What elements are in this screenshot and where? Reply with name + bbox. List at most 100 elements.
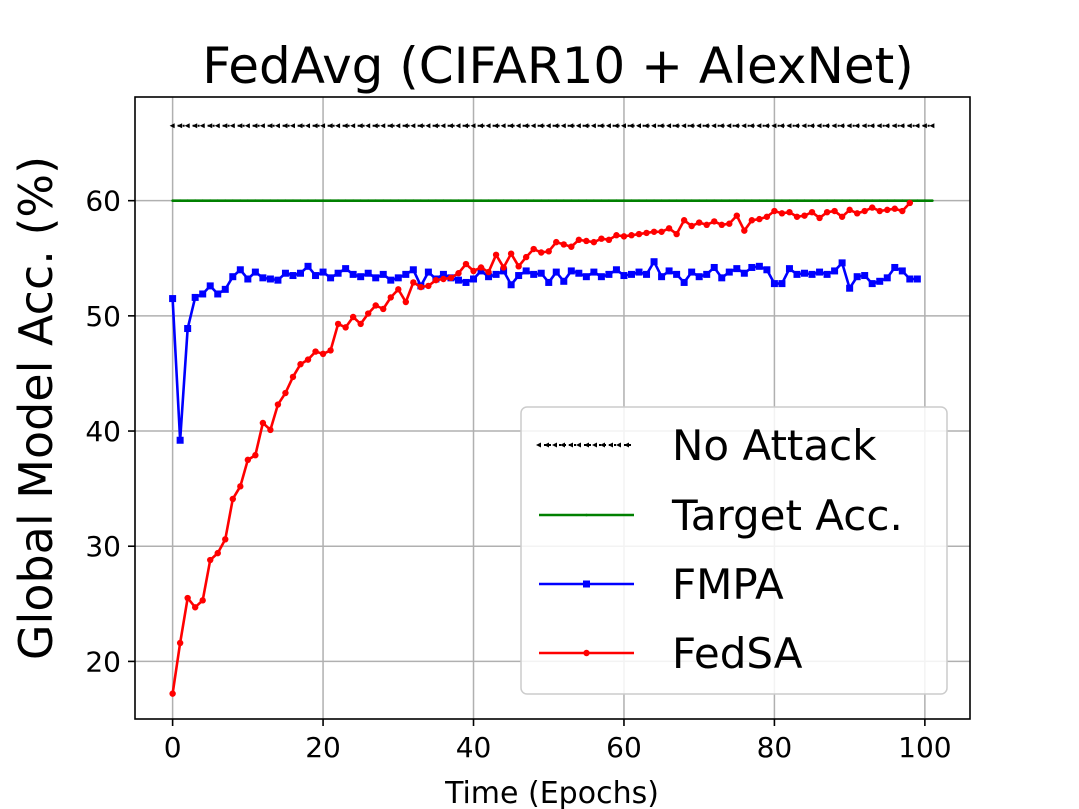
data-point-fedsa — [462, 260, 470, 268]
data-point-fedsa — [191, 604, 199, 611]
data-point-no-attack — [921, 123, 927, 129]
legend: No Attack Target Acc. FMPA FedSA — [520, 406, 948, 695]
data-point-no-attack — [831, 123, 837, 129]
data-point-no-attack — [478, 123, 484, 129]
data-point-target-acc — [765, 199, 769, 202]
data-point-target-acc — [472, 199, 475, 202]
data-point-fedsa — [793, 213, 801, 220]
data-point-fmpa — [259, 274, 267, 282]
data-point-no-attack — [854, 123, 860, 129]
data-point-no-attack — [748, 123, 754, 129]
data-point-fedsa — [575, 236, 583, 244]
series-no-attack — [169, 123, 935, 129]
data-point-fedsa — [726, 220, 733, 227]
legend-box — [520, 406, 948, 695]
data-point-fedsa — [214, 549, 221, 557]
x-tick-label: 80 — [757, 731, 793, 764]
tick-layer: 0 20 40 60 80 100 20 30 40 50 60 — [85, 185, 951, 764]
x-tick-label: 100 — [898, 731, 951, 764]
legend-marker-no-attack — [560, 442, 565, 448]
data-point-target-acc — [615, 199, 618, 202]
data-point-no-attack — [763, 123, 769, 129]
data-point-fmpa — [522, 267, 530, 275]
data-point-no-attack — [568, 123, 574, 129]
data-point-fedsa — [395, 286, 402, 293]
data-point-no-attack — [530, 123, 536, 129]
data-point-target-acc — [840, 199, 844, 202]
data-point-no-attack — [462, 123, 468, 129]
data-point-target-acc — [314, 199, 317, 202]
data-point-target-acc — [186, 199, 189, 202]
data-point-target-acc — [487, 199, 490, 202]
data-point-no-attack — [891, 123, 897, 129]
legend-marker-no-attack — [576, 442, 581, 448]
data-point-fedsa — [695, 219, 703, 226]
data-point-no-attack — [289, 123, 295, 129]
data-point-target-acc — [667, 199, 671, 202]
data-point-no-attack — [312, 123, 318, 129]
data-point-target-acc — [712, 199, 716, 202]
data-point-target-acc — [524, 199, 528, 202]
data-point-fedsa — [410, 279, 417, 286]
data-point-no-attack — [417, 123, 423, 129]
data-point-target-acc — [758, 199, 761, 202]
data-point-fmpa — [898, 267, 906, 275]
data-point-fedsa — [432, 276, 440, 284]
data-point-target-acc — [554, 199, 558, 202]
data-point-no-attack — [816, 123, 822, 129]
data-point-fedsa — [899, 207, 906, 215]
data-point-no-attack — [169, 123, 175, 129]
data-point-no-attack — [282, 123, 288, 129]
data-point-fmpa — [176, 436, 184, 444]
data-point-no-attack — [786, 123, 792, 129]
data-point-target-acc — [254, 199, 257, 202]
data-point-target-acc — [885, 199, 889, 202]
data-point-target-acc — [870, 199, 874, 202]
data-point-no-attack — [342, 123, 348, 129]
data-point-fmpa — [883, 274, 891, 282]
data-point-no-attack — [688, 123, 694, 129]
data-point-fmpa — [206, 282, 214, 290]
data-point-fmpa — [462, 278, 470, 286]
legend-marker-no-attack — [592, 442, 597, 448]
data-point-fedsa — [831, 207, 838, 215]
data-point-fedsa — [853, 210, 861, 217]
data-point-target-acc — [855, 199, 859, 202]
data-point-target-acc — [269, 199, 272, 202]
data-point-target-acc — [825, 199, 829, 202]
data-point-fmpa — [627, 270, 635, 278]
data-point-fedsa — [680, 217, 688, 224]
data-point-fmpa — [244, 275, 252, 283]
data-point-target-acc — [261, 199, 265, 202]
data-point-target-acc — [645, 199, 648, 202]
data-point-fmpa — [477, 267, 485, 275]
data-point-target-acc — [788, 199, 791, 202]
data-point-target-acc — [231, 199, 235, 202]
data-point-fedsa — [635, 230, 643, 238]
data-point-no-attack — [824, 123, 830, 129]
data-point-target-acc — [502, 199, 505, 202]
y-tick-label: 60 — [85, 185, 121, 218]
data-point-no-attack — [432, 123, 438, 129]
data-point-no-attack — [575, 123, 581, 129]
data-point-fedsa — [244, 456, 252, 464]
data-point-target-acc — [690, 199, 693, 202]
data-point-no-attack — [350, 123, 356, 129]
data-point-target-acc — [810, 199, 814, 202]
data-point-fmpa — [695, 273, 703, 281]
data-point-target-acc — [630, 199, 633, 202]
legend-label-no-attack: No Attack — [672, 421, 877, 470]
data-point-fmpa — [454, 276, 462, 284]
data-point-target-acc — [427, 199, 430, 202]
data-point-fmpa — [266, 275, 274, 283]
data-point-no-attack — [500, 123, 506, 129]
legend-marker-no-attack — [536, 442, 541, 448]
legend-marker-target-acc — [585, 513, 588, 517]
data-point-fedsa — [176, 639, 184, 647]
data-point-no-attack — [335, 123, 341, 129]
data-point-target-acc — [223, 199, 227, 202]
data-point-fmpa — [439, 270, 447, 278]
data-point-fmpa — [906, 275, 914, 283]
data-point-target-acc — [434, 199, 438, 202]
data-point-fmpa — [169, 295, 177, 303]
